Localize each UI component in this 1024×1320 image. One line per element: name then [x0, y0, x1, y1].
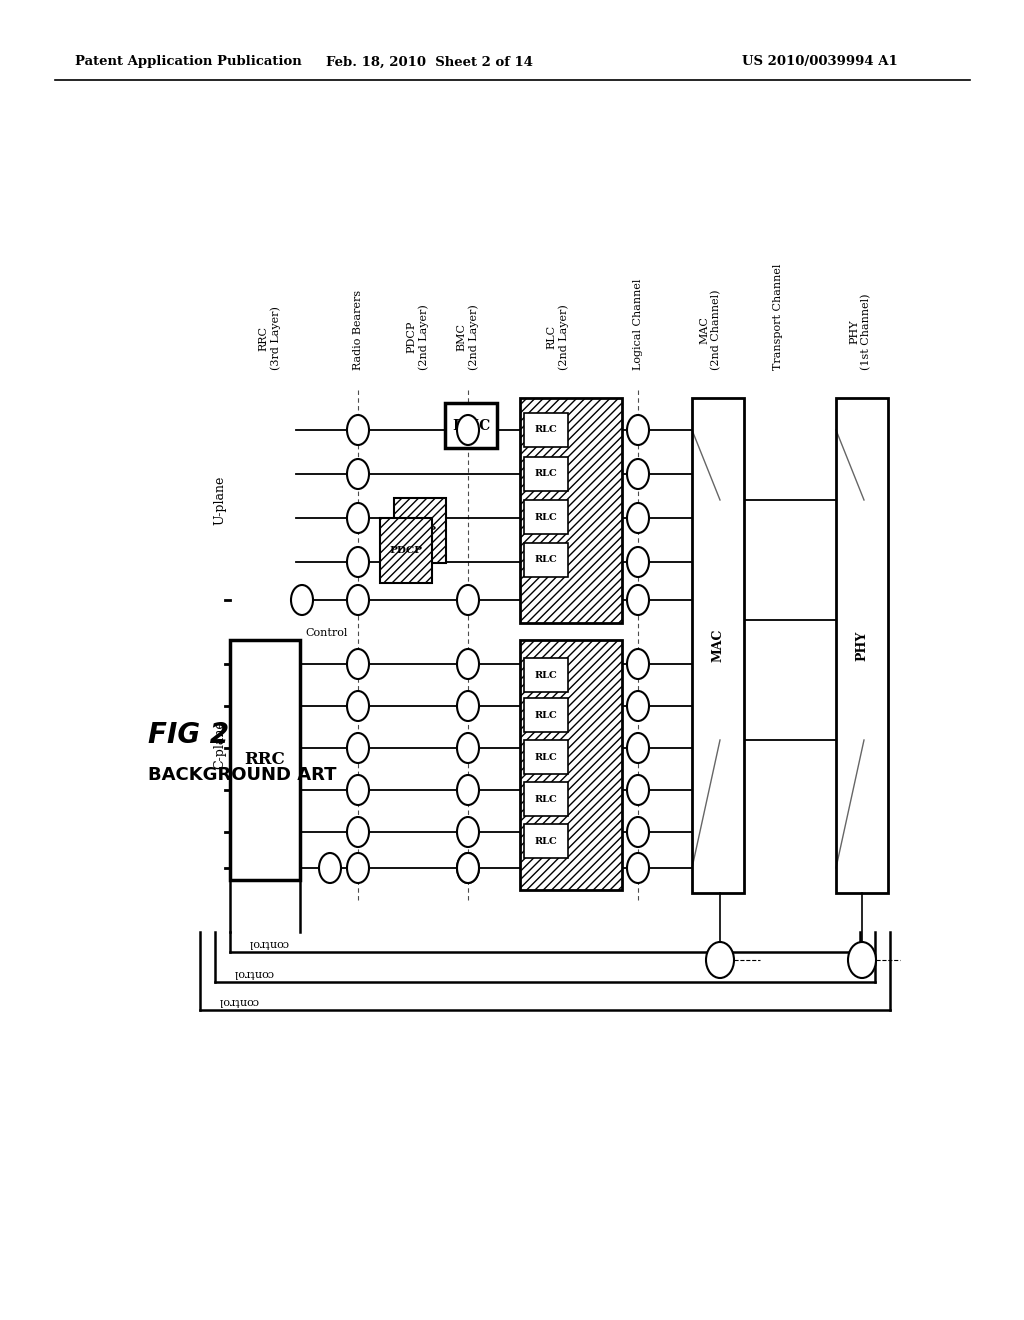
Bar	[524, 698, 568, 733]
Text: MAC
(2nd Channel): MAC (2nd Channel)	[699, 289, 721, 370]
Text: RLC
(2nd Layer): RLC (2nd Layer)	[547, 304, 569, 370]
Text: Transport Channel: Transport Channel	[773, 264, 783, 370]
Text: FIG 2: FIG 2	[148, 721, 229, 748]
Text: RLC: RLC	[535, 425, 557, 434]
Text: RLC: RLC	[535, 795, 557, 804]
Text: U-plane: U-plane	[213, 475, 226, 524]
Text: BMC: BMC	[452, 418, 490, 433]
Ellipse shape	[627, 733, 649, 763]
Bar	[524, 741, 568, 774]
Text: MAC: MAC	[712, 628, 725, 663]
Text: C-plane: C-plane	[213, 721, 226, 770]
Ellipse shape	[347, 414, 369, 445]
Ellipse shape	[347, 853, 369, 883]
Ellipse shape	[457, 585, 479, 615]
Ellipse shape	[319, 853, 341, 883]
Bar	[380, 517, 432, 583]
Text: PDCP: PDCP	[403, 525, 436, 535]
Text: RLC: RLC	[535, 752, 557, 762]
Text: PHY: PHY	[855, 631, 868, 661]
Text: RLC: RLC	[535, 470, 557, 479]
Text: PHY
(1st Channel): PHY (1st Channel)	[849, 293, 871, 370]
Text: control: control	[248, 939, 288, 948]
Ellipse shape	[457, 733, 479, 763]
Bar	[520, 399, 622, 623]
Ellipse shape	[627, 503, 649, 533]
Text: PDCP
(2nd Layer): PDCP (2nd Layer)	[407, 304, 429, 370]
Ellipse shape	[457, 690, 479, 721]
Ellipse shape	[627, 690, 649, 721]
Text: Control: Control	[305, 628, 347, 638]
Text: RRC: RRC	[245, 751, 286, 768]
Text: control: control	[218, 997, 258, 1006]
Text: Patent Application Publication: Patent Application Publication	[75, 55, 302, 69]
Bar	[394, 498, 446, 564]
Bar	[524, 457, 568, 491]
Ellipse shape	[627, 775, 649, 805]
Text: BMC
(2nd Layer): BMC (2nd Layer)	[457, 304, 479, 370]
Text: RRC
(3rd Layer): RRC (3rd Layer)	[259, 306, 282, 370]
Bar	[692, 399, 744, 894]
Ellipse shape	[347, 649, 369, 678]
Ellipse shape	[347, 817, 369, 847]
Ellipse shape	[347, 546, 369, 577]
Text: PDCP: PDCP	[389, 546, 423, 554]
Text: RLC: RLC	[535, 512, 557, 521]
Ellipse shape	[457, 853, 479, 883]
Text: US 2010/0039994 A1: US 2010/0039994 A1	[742, 55, 898, 69]
Text: control: control	[233, 968, 273, 978]
Ellipse shape	[291, 585, 313, 615]
Text: Radio Bearers: Radio Bearers	[353, 290, 362, 370]
Text: RLC: RLC	[535, 837, 557, 846]
Text: BACKGROUND ART: BACKGROUND ART	[148, 766, 337, 784]
Bar	[230, 640, 300, 880]
Bar	[445, 403, 497, 447]
Ellipse shape	[627, 459, 649, 488]
Ellipse shape	[347, 733, 369, 763]
Ellipse shape	[627, 414, 649, 445]
Ellipse shape	[627, 585, 649, 615]
Ellipse shape	[627, 817, 649, 847]
Text: Logical Channel: Logical Channel	[633, 279, 643, 370]
Bar	[520, 640, 622, 890]
Ellipse shape	[627, 649, 649, 678]
Ellipse shape	[347, 775, 369, 805]
Bar	[836, 399, 888, 894]
Ellipse shape	[457, 775, 479, 805]
Ellipse shape	[347, 459, 369, 488]
Ellipse shape	[457, 817, 479, 847]
Ellipse shape	[347, 503, 369, 533]
Bar	[524, 657, 568, 692]
Ellipse shape	[627, 546, 649, 577]
Text: Feb. 18, 2010  Sheet 2 of 14: Feb. 18, 2010 Sheet 2 of 14	[327, 55, 534, 69]
Ellipse shape	[848, 942, 876, 978]
Bar	[524, 543, 568, 577]
Bar	[524, 413, 568, 447]
Text: RLC: RLC	[535, 710, 557, 719]
Bar	[524, 781, 568, 816]
Text: RLC: RLC	[535, 671, 557, 680]
Ellipse shape	[457, 853, 479, 883]
Text: RLC: RLC	[535, 556, 557, 565]
Ellipse shape	[347, 690, 369, 721]
Ellipse shape	[457, 414, 479, 445]
Ellipse shape	[457, 649, 479, 678]
Ellipse shape	[706, 942, 734, 978]
Ellipse shape	[347, 585, 369, 615]
Bar	[524, 824, 568, 858]
Ellipse shape	[627, 853, 649, 883]
Bar	[524, 500, 568, 535]
